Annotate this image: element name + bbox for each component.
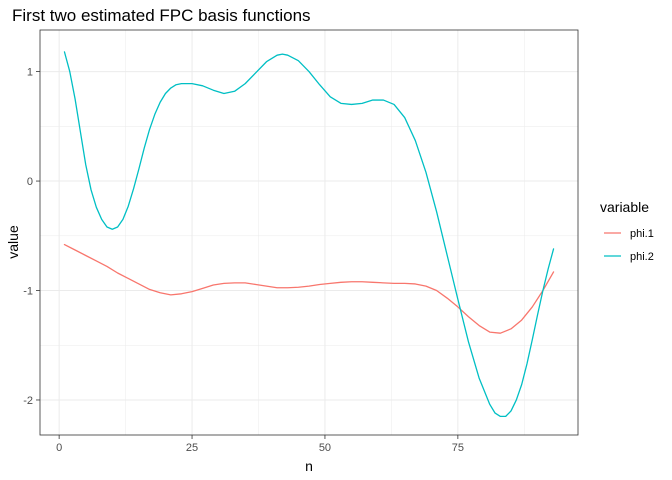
y-tick-label: -2 [23,395,33,407]
chart-title: First two estimated FPC basis functions [12,6,311,25]
x-axis-title: n [305,458,313,474]
series-line-phi-1 [63,243,555,334]
legend: variable phi.1 phi.2 [600,199,654,263]
x-tick-label: 0 [56,442,62,454]
x-axis: 0 25 50 75 [56,435,464,454]
legend-label-phi-2: phi.2 [630,251,654,263]
legend-label-phi-1: phi.1 [630,228,654,240]
x-tick-label: 25 [186,442,198,454]
series-lines [63,51,555,418]
x-tick-label: 50 [319,442,331,454]
y-tick-label: -1 [23,286,33,298]
y-axis-title: value [5,225,21,259]
x-tick-label: 75 [452,442,464,454]
plot-area [40,30,578,435]
y-axis: 1 0 -1 -2 [23,67,40,407]
y-tick-label: 1 [27,67,33,79]
y-tick-label: 0 [27,176,33,188]
legend-title: variable [600,199,649,215]
series-line-phi-2 [63,51,555,418]
plot-border [39,29,579,436]
minor-gridlines [40,30,578,435]
